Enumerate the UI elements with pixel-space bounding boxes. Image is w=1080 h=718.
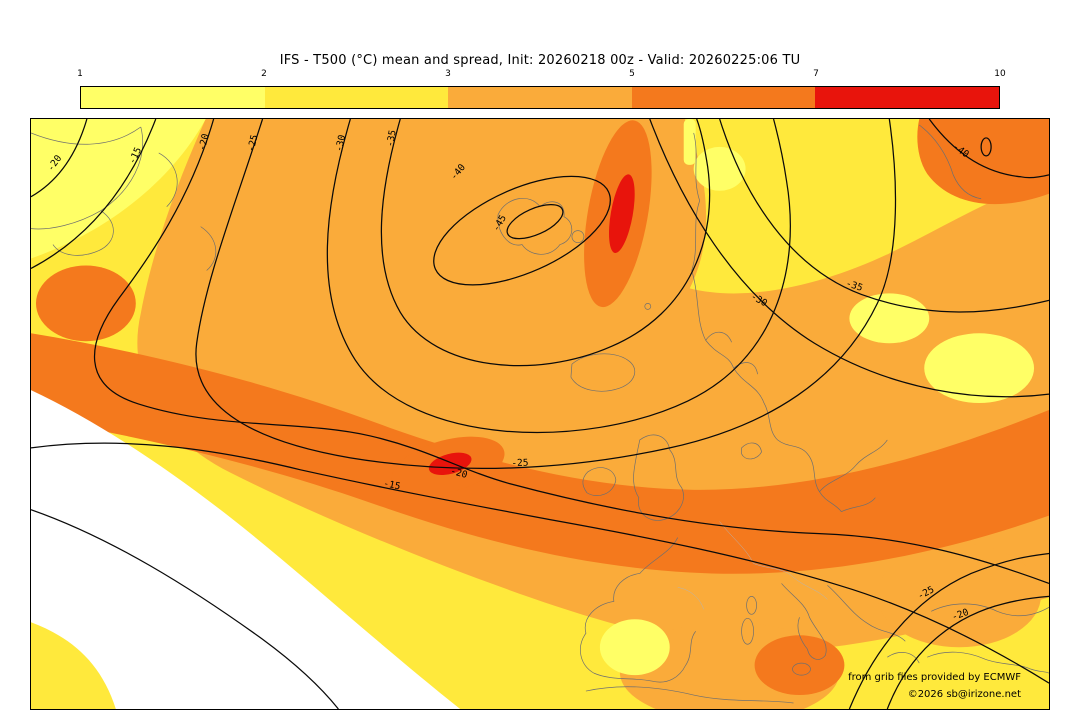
contour-line-15-nw bbox=[31, 119, 157, 270]
colorbar-segment bbox=[448, 87, 632, 108]
spread-fill-orange-band bbox=[31, 333, 1049, 574]
spread-colorbar bbox=[80, 86, 1000, 109]
colorbar-segment bbox=[631, 87, 816, 108]
spread-core-south-italy bbox=[754, 635, 845, 696]
colorbar-tick-label: 5 bbox=[629, 69, 635, 79]
spread-low-topleft bbox=[31, 119, 206, 259]
contour-line-sw bbox=[31, 509, 339, 709]
colorbar-tick-label: 10 bbox=[994, 69, 1006, 79]
contour-line-40-closed bbox=[433, 175, 611, 286]
spread-core-left-edge bbox=[35, 265, 136, 342]
contour-line-35-main bbox=[380, 119, 711, 367]
credit-copyright: ©2026 sb@irizone.net bbox=[907, 689, 1021, 700]
coastlines bbox=[31, 124, 1049, 704]
colorbar-segment bbox=[264, 87, 449, 108]
contour-line-35-ne bbox=[719, 119, 1049, 313]
contour-line-30-ne bbox=[649, 119, 1049, 398]
spread-fill-amber-turkey bbox=[877, 543, 1042, 648]
contour-line-20-nw bbox=[31, 119, 88, 198]
contour-label: -15 bbox=[382, 478, 401, 492]
contour-label: -35 bbox=[385, 129, 399, 148]
contour-line-20-se bbox=[886, 595, 1049, 709]
contour-line-20-main bbox=[93, 119, 1049, 585]
contour-label: -25 bbox=[511, 458, 528, 470]
credit-ecmwf: from grib files provided by ECMWF bbox=[848, 672, 1021, 683]
colorbar-segment bbox=[81, 87, 265, 108]
contour-line-40-ne bbox=[928, 119, 1049, 179]
contour-label: -30 bbox=[334, 134, 348, 153]
contour-line-25-se bbox=[848, 552, 1049, 709]
contour-closed-tiny-ne bbox=[980, 137, 992, 157]
colorbar-tick-label: 2 bbox=[261, 69, 267, 79]
spread-low-sliver-top bbox=[683, 119, 696, 165]
spread-low-spot-4 bbox=[599, 619, 670, 676]
contour-line-45-closed bbox=[506, 204, 564, 240]
colorbar-tick-row: 1 2 3 5 7 10 bbox=[77, 69, 1006, 81]
contour-line-25-main bbox=[195, 119, 897, 470]
colorbar-tick-label: 1 bbox=[77, 69, 83, 79]
weather-map-svg: -20 -15-20 -25 -30 -35-40-45-40-35-30-25-20-… bbox=[31, 119, 1049, 709]
spread-max-norwegian-sea bbox=[608, 174, 635, 253]
spread-fill-layers bbox=[31, 119, 1049, 709]
colorbar-tick-label: 3 bbox=[445, 69, 451, 79]
contour-label: -25 bbox=[246, 134, 261, 153]
spread-below-1-region bbox=[31, 390, 461, 709]
spread-fill-sw-corner bbox=[31, 622, 116, 709]
colorbar-tick-label: 7 bbox=[813, 69, 819, 79]
spread-core-northeast-corner bbox=[917, 119, 1049, 205]
contour-label: -20 bbox=[197, 132, 212, 152]
colorbar-segment bbox=[815, 87, 999, 108]
chart-title: IFS - T500 (°C) mean and spread, Init: 2… bbox=[279, 53, 801, 68]
spread-low-spot-3 bbox=[693, 146, 746, 191]
contour-line-15-south bbox=[31, 442, 1049, 684]
spread-low-spot-1 bbox=[849, 293, 930, 344]
map-area: -20 -15 -20 -25 -30 -35 -40 -45 -40 -35 -30 -25 -20-… bbox=[30, 118, 1050, 710]
contour-label: -35 bbox=[844, 278, 864, 294]
mean-contour-lines bbox=[31, 119, 1049, 709]
contour-label: -20 bbox=[449, 466, 469, 481]
spread-low-spot-2 bbox=[924, 333, 1035, 404]
contour-line-30-main bbox=[326, 119, 791, 434]
